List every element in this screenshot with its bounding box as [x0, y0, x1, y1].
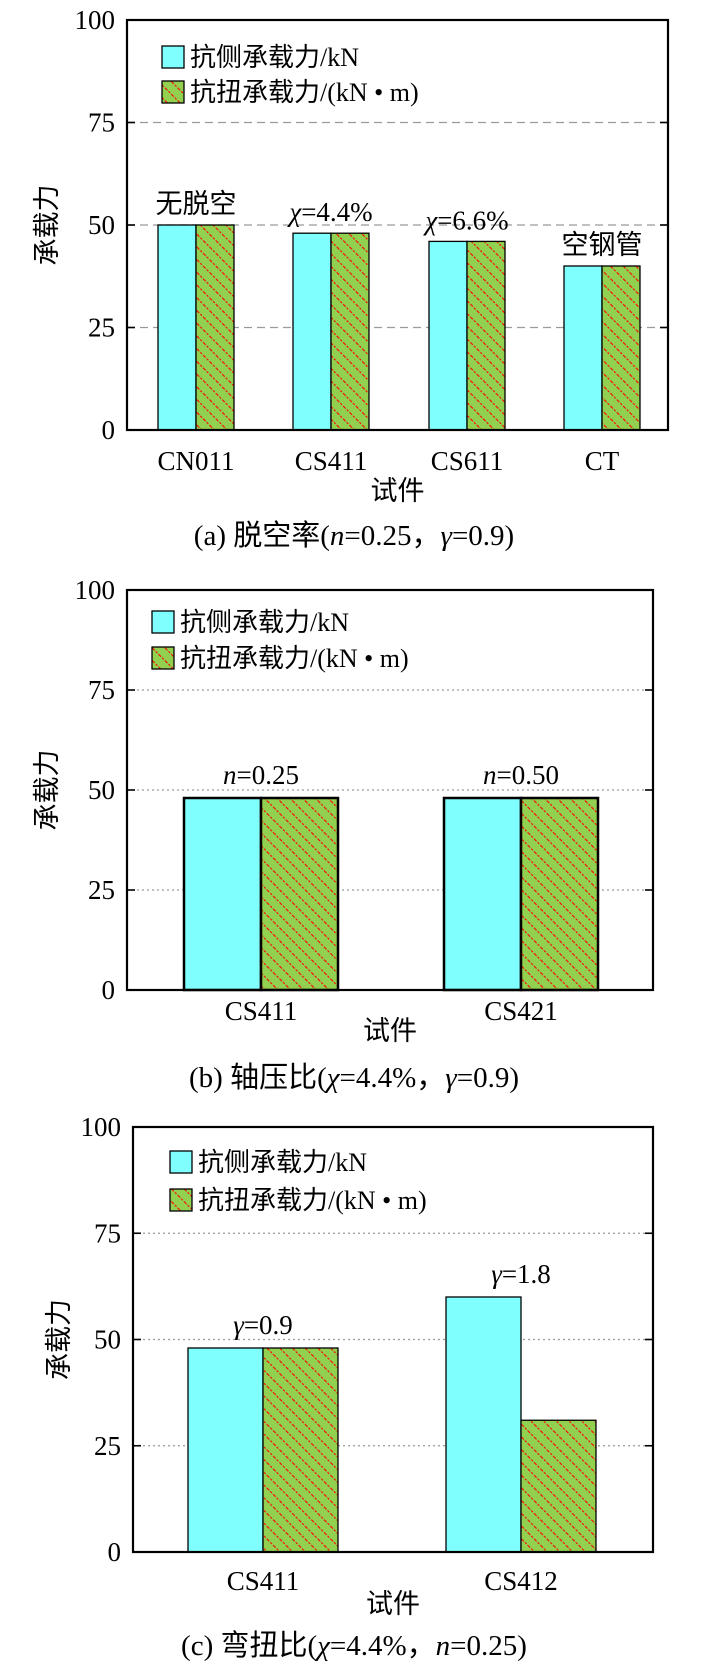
legend-swatch-torsion	[151, 646, 175, 670]
x-axis-label: 试件	[366, 1589, 420, 1619]
y-tick-label: 0	[108, 1537, 122, 1567]
legend-swatch-lateral	[161, 45, 185, 69]
legend-label-lateral: 抗侧承载力/kN	[180, 608, 349, 637]
y-tick-label: 75	[88, 675, 115, 705]
x-tick-label-cs611: CS611	[431, 446, 504, 476]
bar-lateral-cs411	[292, 232, 332, 431]
legend-swatch-torsion	[169, 1188, 193, 1212]
bar-lateral-cn011	[157, 224, 197, 431]
bar-torsion-ct	[601, 265, 641, 431]
annotation-cn011: 无脱空	[156, 189, 237, 219]
x-tick-label-cs412: CS412	[484, 1566, 558, 1596]
legend-swatch-lateral	[151, 610, 175, 634]
bar-torsion-cs421	[519, 796, 600, 992]
y-tick-label: 25	[88, 313, 115, 343]
legend-label-torsion: 抗扭承载力/(kN • m)	[190, 78, 419, 107]
bar-torsion-cs411	[330, 232, 370, 431]
annotation-cs611: χ=6.6%	[422, 205, 508, 235]
x-tick-label-ct: CT	[585, 446, 620, 476]
annotation-cs411: n=0.25	[223, 760, 299, 790]
legend-swatch-torsion	[161, 80, 185, 104]
annotation-cs421: n=0.50	[483, 760, 559, 790]
legend-label-torsion: 抗扭承载力/(kN • m)	[180, 644, 409, 673]
bar-lateral-cs412	[445, 1296, 522, 1553]
panel-caption: (a) 脱空率(n=0.25，γ=0.9)	[194, 519, 514, 552]
bar-torsion-cs411	[259, 796, 340, 992]
bar-lateral-cs411	[187, 1347, 264, 1553]
bar-lateral-cs421	[442, 796, 523, 992]
x-axis-label: 试件	[371, 476, 425, 506]
y-tick-label: 100	[75, 575, 116, 605]
y-tick-label: 100	[81, 1112, 122, 1142]
y-tick-label: 25	[94, 1431, 121, 1461]
x-tick-label-cn011: CN011	[157, 446, 234, 476]
y-tick-label: 50	[88, 775, 115, 805]
legend-swatch-lateral	[169, 1150, 193, 1174]
bar-lateral-ct	[563, 265, 603, 431]
y-tick-label: 0	[102, 975, 116, 1005]
x-tick-label-cs411: CS411	[225, 996, 298, 1026]
y-tick-label: 0	[102, 415, 116, 445]
legend-label-lateral: 抗侧承载力/kN	[198, 1148, 367, 1177]
annotation-cs411: χ=4.4%	[286, 197, 372, 227]
y-axis-label: 承载力	[32, 750, 62, 831]
annotation-cs411: γ=0.9	[233, 1310, 293, 1340]
panel-caption: (c) 弯扭比(χ=4.4%，n=0.25)	[181, 1629, 527, 1662]
x-tick-label-cs411: CS411	[227, 1566, 300, 1596]
y-tick-label: 50	[94, 1325, 121, 1355]
annotation-ct: 空钢管	[562, 230, 643, 260]
bar-torsion-cs611	[466, 240, 506, 431]
bar-torsion-cn011	[195, 224, 235, 431]
y-axis-label: 承载力	[44, 1299, 74, 1380]
panel-1: 无脱空 CN011 χ=4.4% CS411 χ=6.6% CS611 空钢管 CT 0 25 50…	[32, 5, 670, 552]
bar-lateral-cs411	[182, 796, 263, 992]
x-tick-label-cs421: CS421	[484, 996, 558, 1026]
bar-torsion-cs411	[262, 1347, 339, 1553]
y-tick-label: 100	[75, 5, 116, 35]
bar-torsion-cs412	[520, 1419, 597, 1553]
annotation-cs412: γ=1.8	[491, 1259, 551, 1289]
y-tick-label: 75	[94, 1218, 121, 1248]
plot-frame	[125, 18, 670, 432]
plot-frame	[131, 1125, 655, 1554]
bar-lateral-cs611	[428, 240, 468, 431]
legend-label-lateral: 抗侧承载力/kN	[190, 43, 359, 72]
legend-label-torsion: 抗扭承载力/(kN • m)	[198, 1186, 427, 1215]
plot-frame	[125, 588, 655, 992]
y-tick-label: 75	[88, 108, 115, 138]
y-tick-label: 25	[88, 875, 115, 905]
x-tick-label-cs411: CS411	[295, 446, 368, 476]
panel-caption: (b) 轴压比(χ=4.4%，γ=0.9)	[189, 1061, 519, 1094]
x-axis-label: 试件	[363, 1016, 417, 1046]
y-axis-label: 承载力	[32, 185, 62, 266]
y-tick-label: 50	[88, 210, 115, 240]
